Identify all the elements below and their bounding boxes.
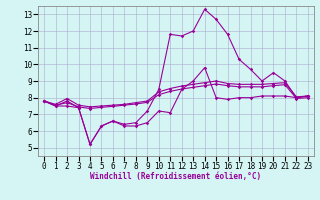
X-axis label: Windchill (Refroidissement éolien,°C): Windchill (Refroidissement éolien,°C) xyxy=(91,172,261,181)
